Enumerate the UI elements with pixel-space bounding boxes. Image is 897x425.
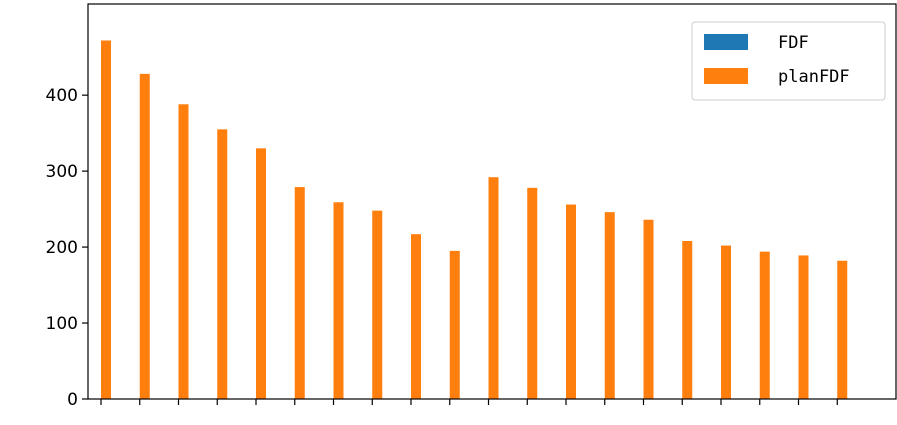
- y-tick-label-2: 200: [46, 238, 78, 258]
- bar-planfdf-14: [643, 219, 654, 399]
- y-tick-label-1: 100: [46, 314, 78, 334]
- bar-planfdf-11: [527, 187, 538, 399]
- legend-label-1: planFDF: [778, 67, 850, 87]
- bar-planfdf-5: [294, 187, 305, 399]
- bar-planfdf-7: [372, 210, 383, 399]
- bar-planfdf-6: [333, 202, 344, 399]
- bar-planfdf-16: [721, 245, 731, 399]
- legend-label-0: FDF: [778, 33, 809, 53]
- bar-planfdf-8: [411, 234, 421, 399]
- bar-planfdf-10: [488, 177, 499, 399]
- legend-swatch-0: [704, 34, 748, 50]
- x-axis: [100, 399, 838, 405]
- legend: FDF planFDF: [691, 21, 886, 101]
- y-tick-label-4: 400: [46, 86, 78, 106]
- y-tick-label-3: 300: [46, 162, 78, 182]
- bar-planfdf-17: [759, 251, 770, 399]
- bars-group: [101, 40, 848, 400]
- bar-planfdf-18: [798, 255, 809, 399]
- legend-swatch-1: [704, 68, 748, 84]
- bar-planfdf-3: [217, 129, 228, 399]
- bar-planfdf-1: [139, 73, 150, 399]
- plot-frame: [87, 3, 897, 400]
- bar-planfdf-9: [449, 250, 460, 399]
- bar-planfdf-12: [566, 204, 576, 399]
- bar-planfdf-0: [101, 40, 111, 399]
- y-tick-label-0: 0: [67, 390, 78, 410]
- bar-planfdf-15: [682, 241, 693, 399]
- y-axis: 0 100 200 300 400: [46, 86, 88, 410]
- bar-planfdf-2: [178, 104, 189, 400]
- bar-planfdf-19: [837, 260, 848, 399]
- bar-planfdf-4: [256, 148, 266, 399]
- bar-planfdf-13: [604, 212, 615, 399]
